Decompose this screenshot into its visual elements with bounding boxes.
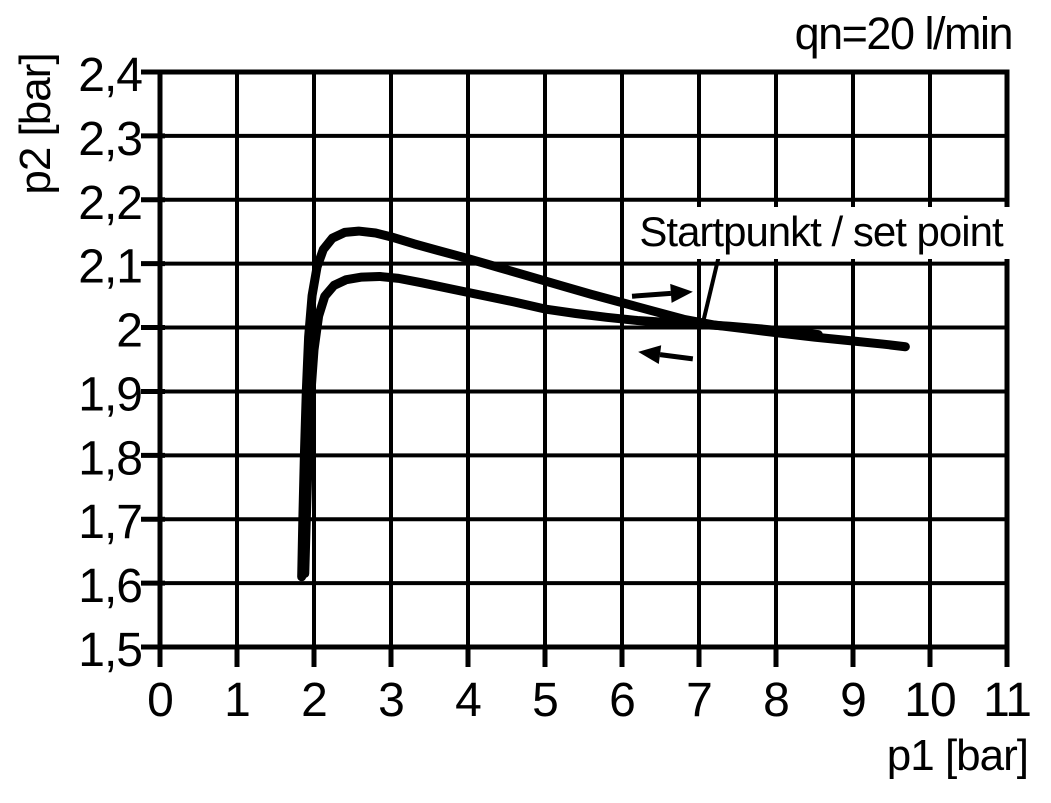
x-tick-label: 3 — [378, 674, 404, 727]
y-tick-label: 2,3 — [78, 113, 142, 166]
setpoint-label: Startpunkt / set point — [627, 207, 1015, 259]
x-tick-label: 6 — [609, 674, 635, 727]
y-tick-label: 2,1 — [78, 241, 142, 294]
x-tick-label: 9 — [840, 674, 866, 727]
x-tick-label: 1 — [224, 674, 250, 727]
setpoint-leader-line — [701, 258, 721, 321]
plot-border — [157, 69, 1010, 650]
flow-rate-annotation: qn=20 l/min — [794, 8, 1014, 59]
y-tick-label: 1,7 — [78, 496, 142, 549]
x-tick-label: 2 — [301, 674, 327, 727]
curve-lower-hysteresis-curve — [300, 271, 823, 579]
y-tick-label: 1,5 — [78, 624, 142, 677]
y-tick-label: 2 — [116, 305, 142, 358]
x-tick-label: 0 — [147, 674, 173, 727]
y-tick-label: 2,4 — [78, 49, 142, 102]
x-tick-label: 5 — [532, 674, 558, 727]
flow-direction-arrow-right-icon-head — [670, 283, 693, 303]
y-tick-label: 2,2 — [78, 177, 142, 230]
x-tick-label: 11 — [983, 674, 1031, 727]
y-tick-label: 1,6 — [78, 560, 142, 613]
x-axis-title: p1 [bar] — [886, 731, 1029, 780]
x-tick-label: 4 — [455, 674, 481, 727]
flow-direction-arrow-left-icon-shaft — [659, 352, 694, 362]
y-tick-label: 1,8 — [78, 432, 142, 485]
x-tick-label: 7 — [686, 674, 712, 727]
y-tick-label: 1,9 — [78, 368, 142, 421]
flow-direction-arrow-left-icon-head — [638, 345, 662, 365]
flow-direction-arrow-right-icon-shaft — [631, 290, 672, 299]
x-tick-label: 8 — [763, 674, 789, 727]
y-axis-title: p2 [bar] — [11, 53, 60, 195]
x-tick-label: 10 — [904, 674, 955, 727]
